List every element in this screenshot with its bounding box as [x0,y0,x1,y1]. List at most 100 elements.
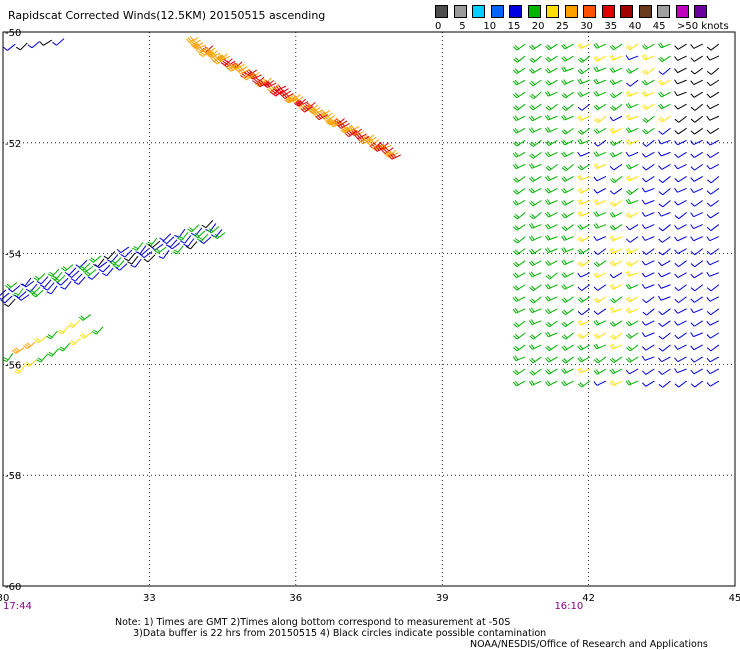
wind-barb [658,79,671,86]
wind-barb [625,368,639,375]
wind-barb [690,296,703,303]
wind-barb [657,151,671,157]
wind-barb [690,248,704,256]
legend-label: >50 knots [677,21,729,32]
wind-barb [609,212,623,218]
lat-tick-label: -54 [5,250,21,261]
wind-barb [674,236,687,242]
wind-barb [690,151,703,158]
wind-barb [706,176,720,184]
wind-barb [641,54,655,61]
wind-barb [513,332,526,340]
wind-barb [706,43,720,51]
wind-barb [706,284,720,292]
wind-barb [544,199,558,205]
wind-barb [577,272,590,278]
map-title: Rapidscat Corrected Winds(12.5KM) 201505… [8,9,326,22]
wind-barb [609,224,623,231]
note-line-2: 3)Data buffer is 22 hrs from 20150515 4)… [133,628,547,639]
axis-labels: -50 -52 -54 -56 -58 -6030 33 36 39 42 45 17:44 16:10 [0,28,740,612]
wind-barb [593,78,607,85]
wind-barb [512,127,526,134]
wind-barb [315,113,328,121]
wind-barb [690,103,704,111]
wind-barb [561,224,574,231]
wind-barb [67,270,80,278]
wind-barb [658,188,671,196]
lon-tick-label: 33 [143,593,156,604]
wind-barb [674,139,687,146]
wind-barb [690,43,703,49]
wind-barb [625,163,639,170]
wind-barb [706,200,720,207]
wind-barb [657,295,671,301]
wind-barb [593,248,607,255]
wind-barb [40,279,52,288]
wind-barb [625,198,639,205]
wind-barb [674,320,687,326]
wind-barb [60,280,72,290]
wind-barb [593,368,607,375]
wind-barb [690,368,703,375]
wind-barb [577,187,590,194]
wind-barb [706,67,720,75]
wind-barb [625,224,639,231]
wind-barb [658,176,671,183]
wind-barb [528,380,542,386]
wind-barb [593,223,607,229]
wind-barb [512,272,526,279]
wind-barb [341,126,355,134]
wind-barb [115,263,128,271]
wind-barb [545,43,558,51]
wind-barb [39,39,53,46]
wind-barb [172,245,184,255]
time-label: 17:44 [3,601,32,612]
wind-barb [674,248,687,254]
wind-barb [84,269,97,277]
wind-barb [271,89,284,97]
wind-barb [103,251,116,260]
wind-barb [658,200,671,208]
legend-swatch [509,5,522,18]
lat-tick-label: -58 [5,471,21,482]
wind-barb [593,211,607,217]
wind-barb [642,139,655,147]
wind-barb [34,336,47,344]
legend-label: 40 [628,21,642,32]
wind-barb [690,79,703,86]
wind-barb [242,73,255,81]
wind-barb [658,260,671,267]
wind-barb [46,330,58,340]
wind-barb [256,80,270,88]
wind-barb [674,380,687,388]
wind-barb [52,38,65,46]
wind-barb [609,260,623,267]
wind-barb [706,308,720,316]
wind-barb [690,344,703,351]
wind-barb [706,139,720,146]
wind-barb [609,139,623,147]
wind-barb [577,236,590,243]
wind-barb [642,296,655,304]
wind-barb [513,103,526,111]
legend-label: 10 [483,21,497,32]
wind-barb [545,260,558,266]
wind-barb [674,344,687,350]
wind-barb [658,380,671,388]
wind-barb [561,296,574,303]
wind-barb [609,272,623,279]
wind-barb [561,247,574,253]
wind-barb [185,241,198,250]
wind-barb [11,347,25,354]
wind-barb [625,248,639,254]
wind-barb [359,137,372,145]
wind-barb [544,90,558,97]
legend-label: 35 [604,21,618,32]
wind-barb [641,260,655,266]
wind-barb [193,230,206,239]
wind-barb [79,331,93,339]
wind-barb [545,308,558,315]
wind-barb [609,79,623,85]
wind-barb [674,272,687,279]
wind-barb [690,236,703,242]
